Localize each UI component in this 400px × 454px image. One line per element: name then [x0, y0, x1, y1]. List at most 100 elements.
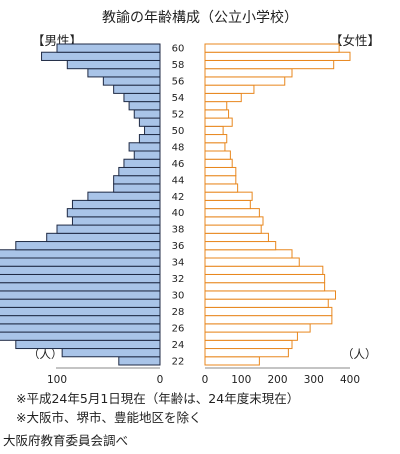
male-bar-age-50 [144, 125, 161, 136]
age-tick-32: 32 [172, 274, 185, 285]
female-x-tick-400: 400 [340, 374, 360, 386]
female-bar-age-50 [204, 125, 224, 136]
age-tick-54: 54 [172, 93, 185, 104]
male-bar-age-36 [15, 241, 161, 251]
male-bar-age-46 [123, 158, 161, 168]
female-bar-age-38 [204, 224, 262, 234]
male-bar-age-26 [0, 323, 161, 333]
female-bar-age-60 [204, 43, 340, 53]
female-bar-age-33 [204, 265, 324, 275]
male-bar-age-53 [128, 101, 161, 111]
female-x-tick-100: 100 [231, 374, 251, 386]
female-bar-age-59 [204, 51, 351, 61]
age-tick-52: 52 [172, 109, 185, 120]
male-bar-age-22 [118, 356, 161, 366]
chart-marks: 22 24 26 28 30 32 34 36 38 40 42 44 46 48 50 52 54 56 58 60… [0, 43, 360, 386]
male-bar-age-55 [113, 84, 161, 94]
female-bar-age-36 [204, 241, 277, 251]
male-bar-age-60 [56, 43, 161, 53]
female-unit-label: （人） [342, 347, 377, 361]
data-source: 大阪府教育委員会調べ [3, 433, 129, 448]
male-bar-age-56 [102, 76, 161, 86]
female-bar-age-49 [204, 134, 228, 144]
male-bar-age-43 [113, 183, 161, 193]
male-bar-age-45 [118, 166, 161, 177]
male-bar-age-28 [0, 306, 161, 317]
male-bar-age-37 [46, 232, 161, 243]
female-bar-age-42 [204, 191, 253, 201]
female-x-tick-200: 200 [267, 374, 287, 386]
male-bar-age-30 [0, 290, 161, 300]
male-x-tick-0: 0 [157, 374, 164, 386]
female-label: 【女性】 [330, 33, 380, 48]
male-bar-age-52 [133, 109, 161, 119]
female-bar-age-23 [204, 348, 289, 358]
male-bar-age-57 [87, 68, 161, 78]
age-tick-56: 56 [172, 77, 185, 88]
male-bar-age-59 [41, 51, 161, 61]
female-bar-age-32 [204, 273, 326, 284]
male-unit-label: （人） [28, 347, 63, 361]
male-bar-age-32 [0, 273, 161, 284]
female-bar-age-56 [204, 76, 286, 86]
male-bar-age-33 [0, 265, 161, 275]
female-bar-age-48 [204, 142, 226, 152]
male-bar-age-41 [71, 199, 161, 210]
female-bar-age-24 [204, 339, 293, 350]
age-tick-28: 28 [172, 307, 185, 318]
female-bar-age-55 [204, 84, 255, 94]
male-bar-age-39 [71, 216, 161, 226]
female-bar-age-22 [204, 356, 260, 366]
female-bar-age-47 [204, 150, 231, 160]
female-x-tick-300: 300 [304, 374, 324, 386]
male-bar-age-58 [66, 59, 161, 70]
male-bar-age-29 [0, 298, 161, 308]
male-bar-age-23 [61, 348, 161, 358]
age-tick-42: 42 [172, 192, 185, 203]
male-bar-age-24 [15, 339, 161, 350]
age-tick-34: 34 [172, 258, 185, 269]
chart-title: 教諭の年齢構成（公立小学校） [102, 9, 298, 26]
male-bar-age-44 [113, 175, 161, 185]
male-bar-age-35 [0, 249, 161, 259]
female-bar-age-27 [204, 315, 333, 325]
female-bar-age-54 [204, 92, 242, 103]
male-bar-age-27 [0, 315, 161, 325]
female-bar-age-46 [204, 158, 233, 168]
male-bar-age-31 [0, 282, 161, 292]
female-bar-age-58 [204, 59, 335, 70]
female-bar-age-31 [204, 282, 326, 292]
female-x-tick-0: 0 [202, 374, 209, 386]
female-bar-age-30 [204, 290, 336, 300]
male-bar-age-34 [0, 257, 161, 267]
female-bar-age-39 [204, 216, 264, 226]
female-bar-age-28 [204, 306, 333, 317]
female-bar-age-52 [204, 109, 230, 119]
male-bar-age-51 [138, 117, 161, 127]
age-tick-26: 26 [172, 323, 185, 334]
male-bar-age-48 [128, 142, 161, 152]
date-note: ※平成24年5月1日現在（年齢は、24年度末現在） [16, 391, 300, 406]
female-bar-age-51 [204, 117, 233, 127]
female-bar-age-40 [204, 208, 260, 218]
male-bar-age-38 [56, 224, 161, 234]
male-bar-age-25 [0, 331, 161, 341]
female-bar-age-57 [204, 68, 293, 78]
female-bar-age-29 [204, 298, 329, 308]
female-bar-age-44 [204, 175, 237, 185]
female-bar-age-34 [204, 257, 300, 267]
male-bar-age-40 [66, 208, 161, 218]
age-tick-30: 30 [172, 291, 185, 302]
age-tick-38: 38 [172, 225, 185, 236]
female-bar-age-37 [204, 232, 269, 243]
female-bar-age-41 [204, 199, 251, 210]
age-tick-44: 44 [172, 175, 185, 186]
age-tick-60: 60 [172, 44, 185, 55]
age-tick-48: 48 [172, 142, 185, 153]
male-bar-age-47 [133, 150, 161, 160]
age-tick-22: 22 [172, 356, 185, 367]
age-tick-24: 24 [172, 340, 185, 351]
male-bar-age-54 [123, 92, 161, 103]
female-bar-age-53 [204, 101, 228, 111]
